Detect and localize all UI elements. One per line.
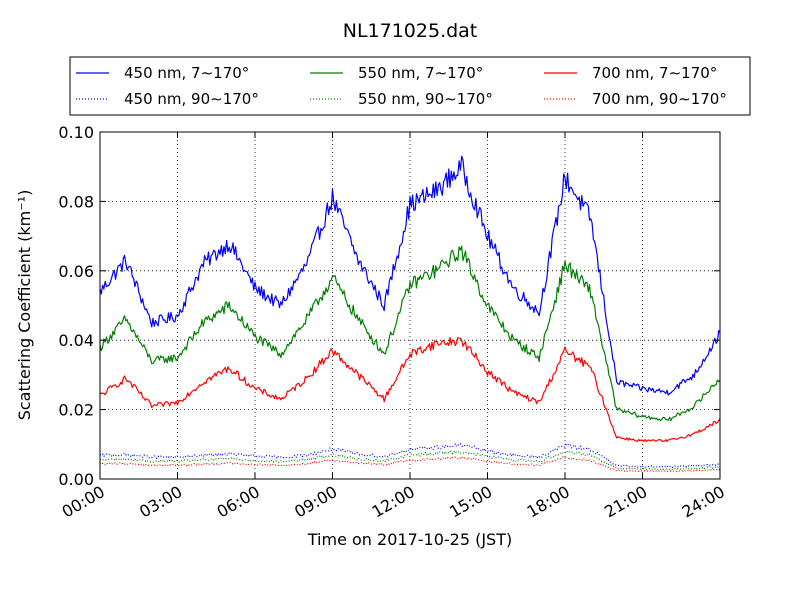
y-axis-label: Scattering Coefficient (km⁻¹) — [15, 190, 34, 421]
series-line — [99, 155, 721, 396]
chart-title: NL171025.dat — [343, 20, 478, 42]
x-tick-label: 15:00 — [446, 482, 495, 522]
legend: 450 nm, 7∼170° 450 nm, 90∼170° 550 nm, 7∼1… — [69, 56, 751, 116]
legend-box — [69, 56, 751, 116]
series-lines — [99, 155, 721, 473]
y-tick-label: 0.08 — [58, 192, 94, 211]
y-tick-label: 0.10 — [58, 123, 94, 142]
x-tick-label: 03:00 — [136, 482, 185, 522]
x-tick-label: 06:00 — [214, 482, 263, 522]
x-axis-label: Time on 2017-10-25 (JST) — [307, 530, 512, 549]
x-tick-label: 18:00 — [524, 482, 573, 522]
x-tick-label: 24:00 — [679, 482, 728, 522]
legend-label: 700 nm, 7∼170° — [592, 64, 717, 82]
series-line — [99, 336, 721, 443]
series-line — [99, 443, 721, 468]
legend-label: 450 nm, 7∼170° — [124, 64, 249, 82]
x-tick-label: 09:00 — [291, 482, 340, 522]
y-tick-label: 0.04 — [58, 331, 94, 350]
series-line — [99, 456, 721, 473]
y-tick-label: 0.00 — [58, 470, 94, 489]
x-tick-label: 12:00 — [369, 482, 418, 522]
series-line — [99, 450, 721, 471]
x-tick-label: 21:00 — [601, 482, 650, 522]
legend-label: 700 nm, 90∼170° — [592, 90, 727, 108]
y-tick-label: 0.06 — [58, 262, 94, 281]
y-axis-label-group: Scattering Coefficient (km⁻¹) — [15, 190, 34, 421]
legend-label: 450 nm, 90∼170° — [124, 90, 259, 108]
grid — [100, 132, 720, 479]
series-line — [99, 245, 721, 422]
legend-label: 550 nm, 90∼170° — [358, 90, 493, 108]
legend-label: 550 nm, 7∼170° — [358, 64, 483, 82]
y-tick-label: 0.02 — [58, 401, 94, 420]
